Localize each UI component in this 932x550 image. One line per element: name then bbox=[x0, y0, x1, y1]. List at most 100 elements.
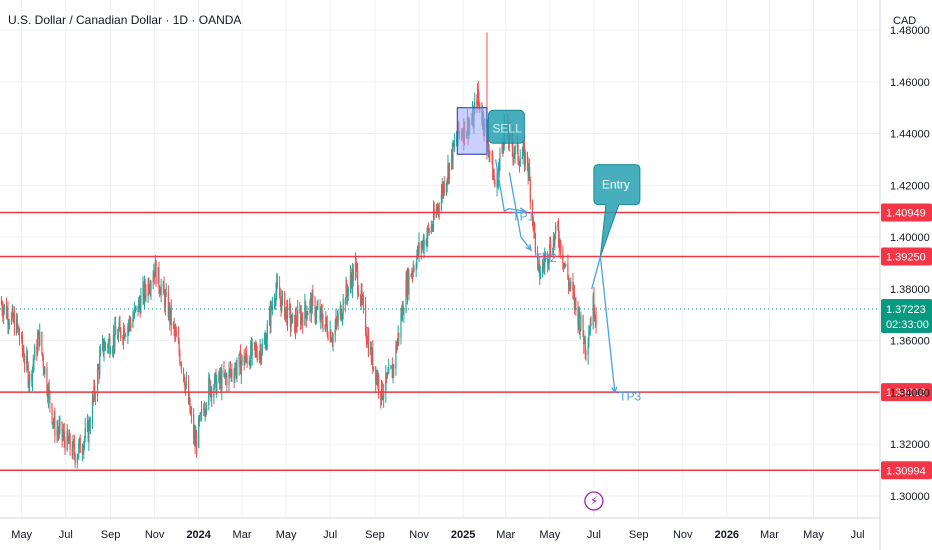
candle-body bbox=[357, 270, 359, 292]
y-tick-label: 1.34000 bbox=[890, 387, 930, 399]
candle-body bbox=[405, 279, 407, 313]
candle-body bbox=[584, 337, 586, 352]
candle-body bbox=[526, 152, 529, 164]
candle-body bbox=[307, 313, 309, 316]
x-tick-label: Jul bbox=[59, 529, 73, 541]
candle-body bbox=[235, 365, 237, 375]
candle-body bbox=[403, 312, 405, 315]
chart-grid bbox=[0, 0, 880, 518]
candle-body bbox=[31, 367, 34, 381]
candle-body bbox=[142, 284, 144, 296]
candle-body bbox=[346, 291, 349, 297]
candle-body bbox=[263, 342, 266, 344]
candle-body bbox=[213, 375, 216, 389]
tp3-label: TP3 bbox=[619, 389, 641, 403]
sell-path-tp2[interactable] bbox=[508, 172, 532, 251]
candle-body bbox=[108, 338, 110, 342]
entry-callout-box[interactable] bbox=[593, 164, 641, 257]
candle-body bbox=[184, 383, 186, 390]
candle-body bbox=[306, 315, 308, 320]
candle-body bbox=[200, 409, 203, 414]
candle-body bbox=[376, 373, 378, 383]
candle-body bbox=[112, 348, 114, 353]
candle-body bbox=[139, 303, 141, 314]
candle-body bbox=[266, 325, 268, 341]
candle-body bbox=[397, 332, 399, 342]
level-price-badge-0 bbox=[881, 203, 932, 222]
y-tick-label: 1.32000 bbox=[890, 439, 930, 451]
candle-body bbox=[185, 381, 188, 385]
candle-body bbox=[541, 261, 544, 274]
candle-body bbox=[92, 398, 94, 400]
candle-body bbox=[152, 277, 154, 283]
candle-body bbox=[488, 151, 490, 153]
candle-body bbox=[203, 408, 205, 410]
entry-callout-label: Entry bbox=[602, 178, 630, 192]
sell-callout-box[interactable] bbox=[487, 109, 525, 144]
x-tick-label: 2026 bbox=[715, 529, 739, 541]
y-tick-label: 1.48000 bbox=[890, 25, 930, 37]
candle-body bbox=[67, 430, 69, 440]
candle-body bbox=[412, 267, 414, 274]
candle-body bbox=[268, 310, 271, 326]
trade-annotations[interactable]: SELL TP1 TP2 TP3 Entry ⚡ bbox=[456, 107, 642, 511]
level-price-label-2: 1.34013 bbox=[886, 387, 926, 399]
candle-body bbox=[573, 292, 575, 306]
candle-body bbox=[548, 258, 550, 263]
candle-body bbox=[594, 312, 596, 318]
candle-body bbox=[3, 309, 5, 316]
candle-body bbox=[149, 289, 151, 291]
candle-body bbox=[518, 163, 521, 166]
candle-body bbox=[553, 238, 555, 244]
candle-body bbox=[539, 264, 541, 278]
candle-body bbox=[427, 227, 429, 237]
candle-body bbox=[261, 343, 263, 354]
candle-body bbox=[297, 309, 299, 326]
candle-body bbox=[182, 368, 185, 375]
sell-zone-box[interactable] bbox=[456, 107, 488, 155]
event-marker-icon[interactable] bbox=[584, 491, 604, 511]
candle-body bbox=[216, 381, 218, 394]
candle-body bbox=[64, 440, 66, 451]
candle-body bbox=[528, 167, 531, 180]
candle-body bbox=[101, 338, 104, 349]
candle-body bbox=[583, 335, 585, 345]
candle-body bbox=[294, 314, 296, 332]
candle-body bbox=[124, 335, 126, 338]
candle-body bbox=[169, 307, 172, 322]
candle-body bbox=[440, 194, 443, 210]
sell-path-tp2-arrowhead bbox=[525, 244, 532, 252]
candle-body bbox=[130, 322, 132, 328]
candle-body bbox=[56, 429, 58, 436]
candle-body bbox=[244, 359, 246, 365]
candle-body bbox=[78, 443, 80, 455]
candle-body bbox=[96, 368, 99, 397]
candle-body bbox=[21, 335, 23, 350]
candle-body bbox=[162, 283, 164, 287]
candle-body bbox=[292, 314, 294, 316]
candle-body bbox=[168, 305, 170, 318]
candle-body bbox=[357, 291, 359, 296]
candle-body bbox=[575, 298, 577, 307]
candle-body bbox=[388, 367, 390, 374]
candle-body bbox=[78, 438, 81, 444]
candle-body bbox=[104, 343, 106, 351]
candle-body bbox=[129, 318, 131, 323]
candle-body bbox=[422, 240, 424, 250]
candle-body bbox=[437, 205, 439, 211]
candle-body bbox=[422, 240, 424, 245]
candle-body bbox=[246, 357, 248, 365]
candle-body bbox=[195, 436, 197, 447]
horizontal-levels[interactable]: 1.40949 1.39250 1.34013 1.30994 1.37223 02:33… bbox=[0, 203, 932, 480]
candle-body bbox=[26, 356, 29, 365]
sell-path-tp1[interactable] bbox=[494, 159, 526, 213]
candle-body bbox=[502, 144, 504, 149]
candle-body bbox=[538, 264, 540, 267]
candle-body bbox=[193, 433, 195, 439]
candle-body bbox=[109, 338, 111, 354]
candle-body bbox=[260, 348, 262, 360]
candle-body bbox=[324, 324, 326, 330]
candle-body bbox=[167, 292, 169, 318]
candle-body bbox=[418, 242, 420, 254]
